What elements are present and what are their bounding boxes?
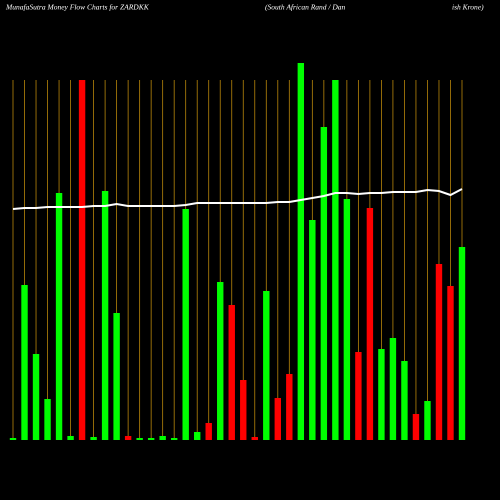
bar	[286, 374, 293, 440]
bar	[320, 127, 328, 440]
bar	[136, 438, 143, 440]
line	[12, 188, 463, 210]
bar	[194, 432, 201, 440]
bar	[309, 220, 316, 440]
bar	[458, 247, 466, 440]
bar	[240, 380, 247, 440]
bar	[101, 191, 109, 440]
bar	[217, 282, 224, 440]
bar	[78, 80, 86, 440]
bar	[378, 349, 385, 440]
bar	[90, 437, 97, 440]
bar	[159, 436, 166, 440]
bar	[205, 423, 212, 440]
bar	[274, 398, 281, 440]
bar	[113, 313, 120, 440]
bar	[297, 63, 305, 440]
chart-title: MunafaSutra Money Flow Charts for ZARDKK	[5, 3, 150, 12]
bar	[170, 438, 178, 440]
bar	[228, 305, 235, 440]
bar	[389, 338, 397, 440]
chart-subtitle: ish Krone)	[452, 3, 484, 12]
bar	[67, 436, 74, 440]
bar	[32, 354, 40, 440]
bar	[332, 80, 339, 440]
bar	[55, 193, 63, 440]
bar	[435, 264, 443, 440]
bar	[366, 208, 374, 440]
chart-subtitle: (South African Rand / Dan	[265, 3, 346, 12]
bar	[263, 291, 270, 440]
bar	[182, 209, 189, 440]
bar	[355, 352, 362, 440]
bar	[147, 438, 155, 440]
bar	[343, 199, 351, 440]
bar	[9, 438, 17, 440]
bar	[44, 399, 51, 440]
bar	[124, 436, 132, 440]
bar	[251, 437, 258, 440]
bar	[401, 361, 408, 440]
bar	[447, 286, 454, 440]
bar	[21, 285, 28, 440]
bar	[424, 401, 431, 440]
bar	[412, 414, 420, 440]
